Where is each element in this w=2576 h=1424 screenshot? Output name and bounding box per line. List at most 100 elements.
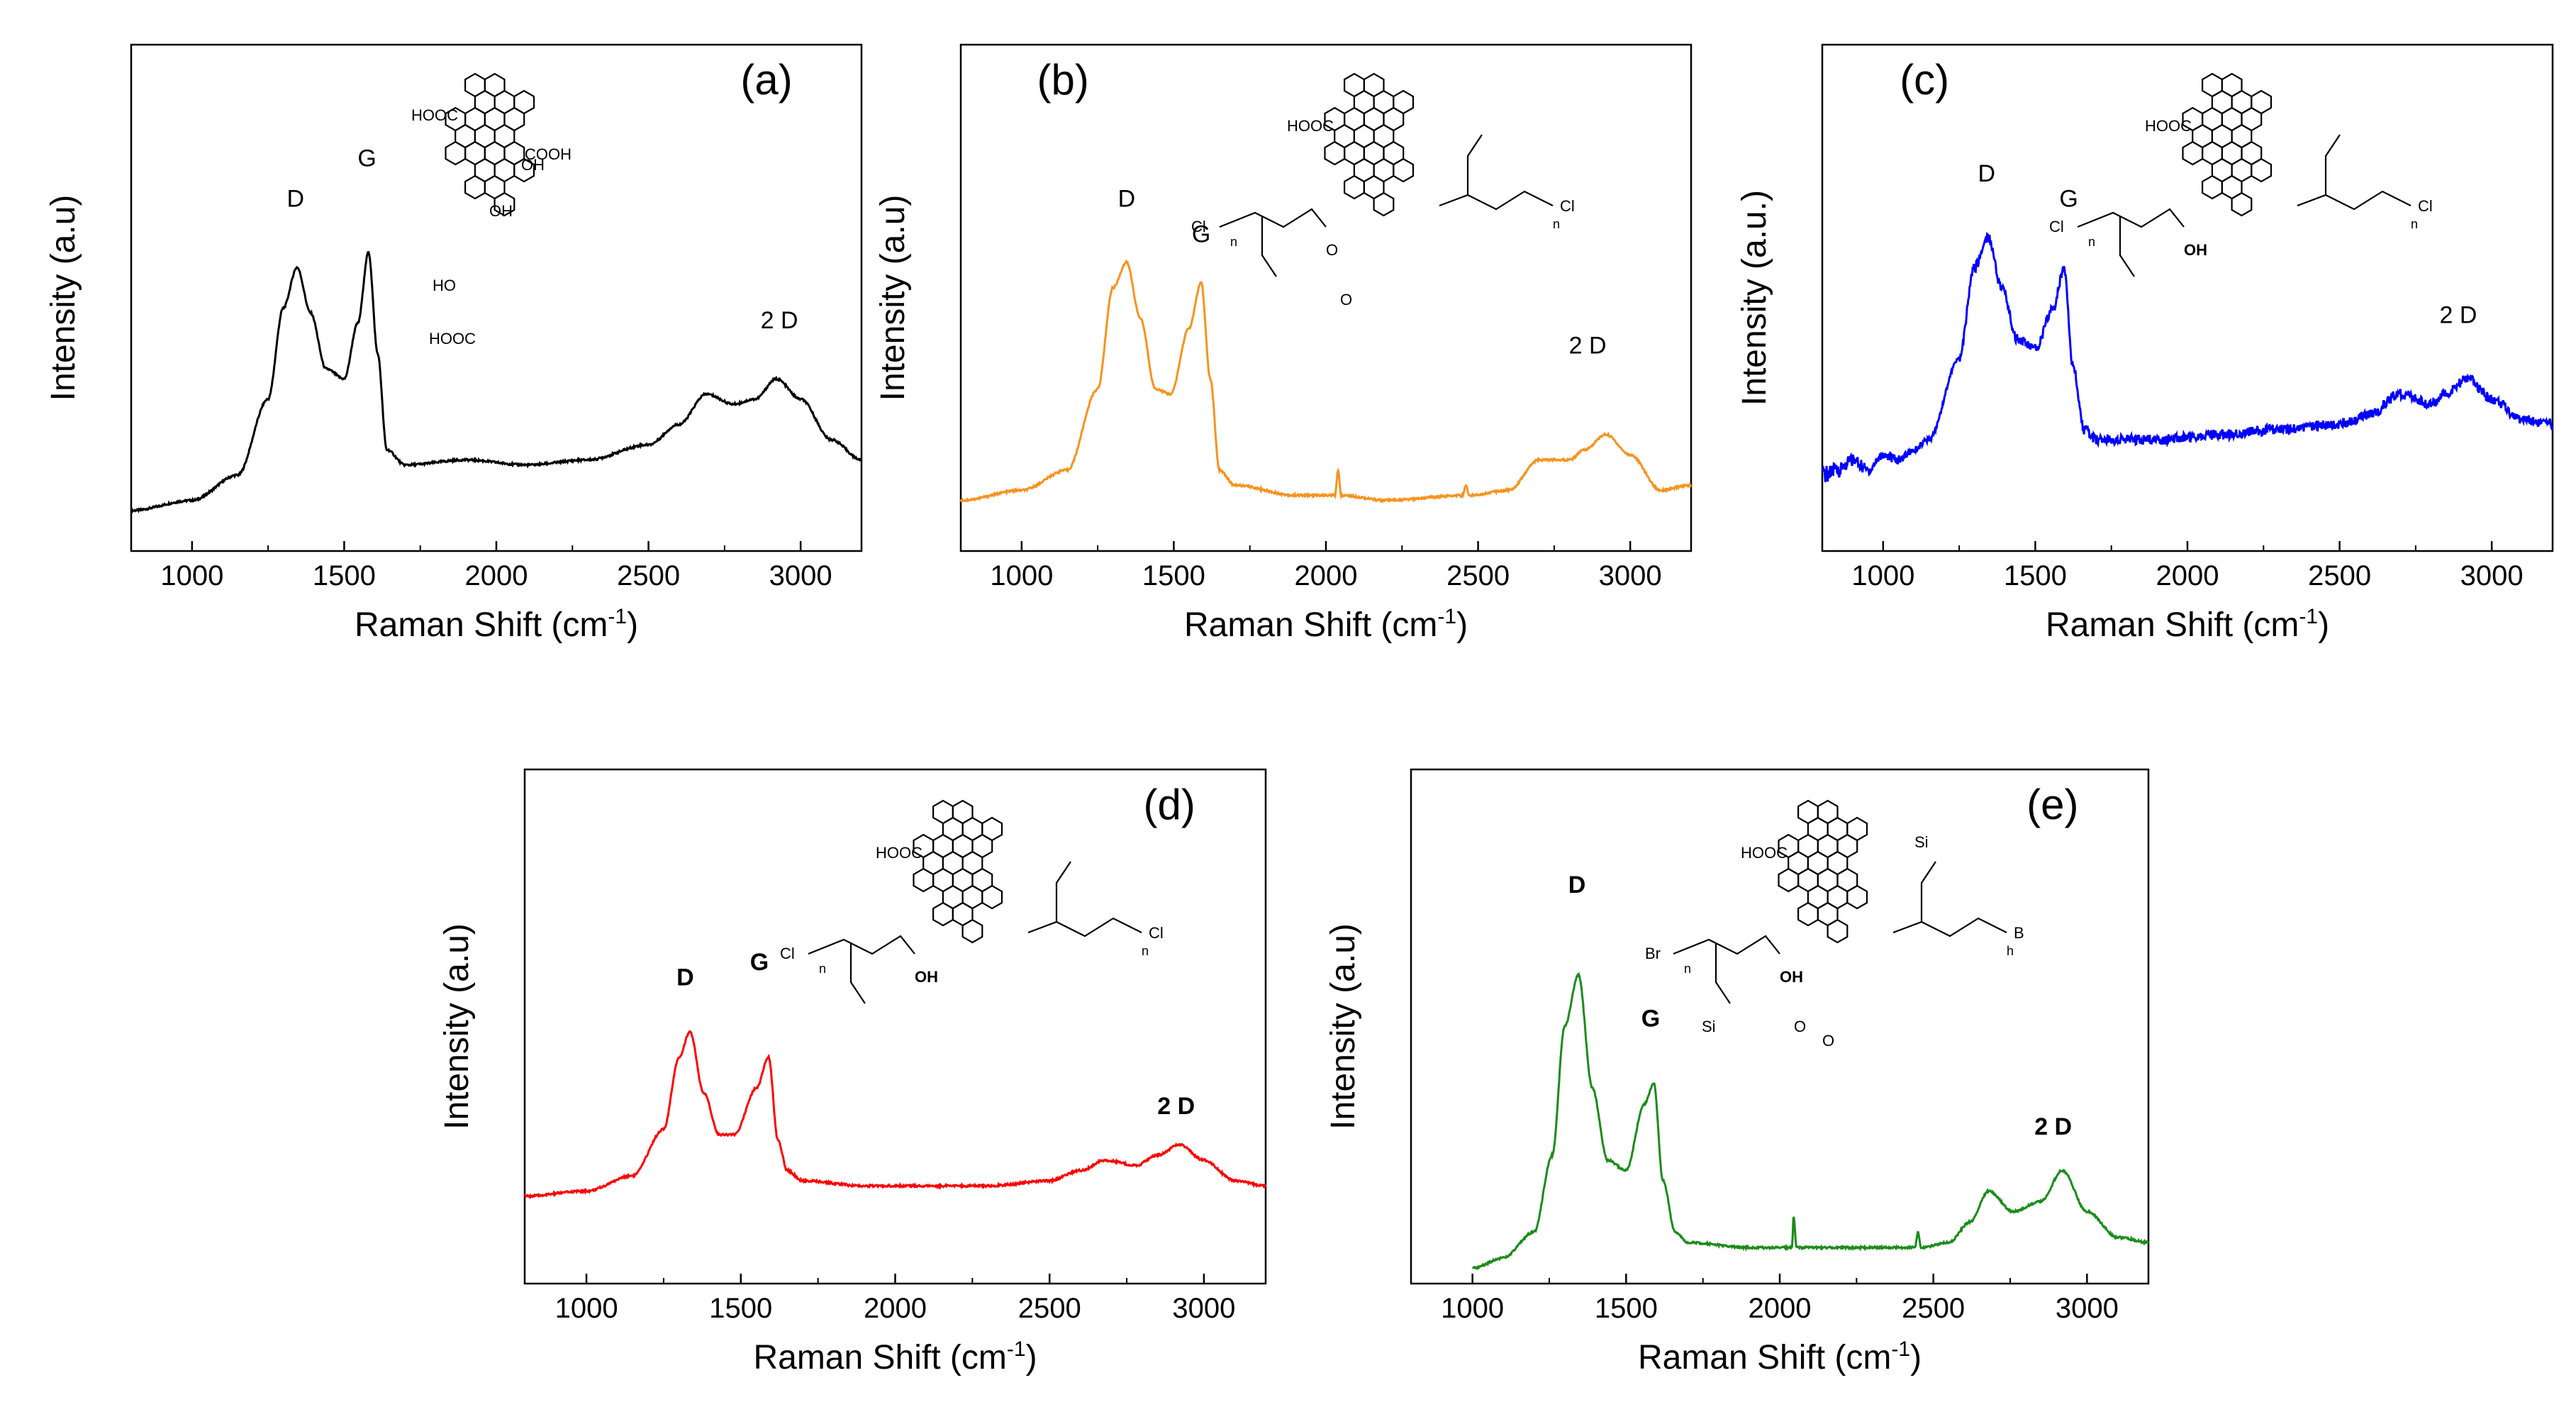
spectrum-line xyxy=(1822,231,2554,483)
polymer-ester-branch xyxy=(849,861,1071,1004)
molecule-group-label: OH xyxy=(2184,241,2207,259)
polymer-end-label: B xyxy=(2014,924,2024,942)
molecule-ring xyxy=(913,867,935,893)
molecule-ring xyxy=(981,884,1003,910)
polymer-end-label: Cl xyxy=(1191,218,1206,235)
polymer-end-label: n xyxy=(1553,217,1560,231)
molecule-ring xyxy=(513,157,535,183)
spectrum-line xyxy=(959,259,1693,504)
x-tick-label: 3000 xyxy=(769,560,832,591)
panel-tag: (b) xyxy=(1037,56,1089,104)
molecule-group-label: HOOC xyxy=(1741,844,1788,862)
x-axis-label: Raman Shift (cm-1) xyxy=(2046,605,2329,644)
x-tick-label: 1000 xyxy=(1441,1293,1504,1324)
peak-label: D xyxy=(286,185,304,212)
polymer-end-label: n xyxy=(819,962,826,976)
x-tick-label: 1500 xyxy=(2004,560,2067,591)
molecule-ring xyxy=(1846,884,1868,910)
peak-label: 2 D xyxy=(1157,1093,1195,1120)
molecule-ring xyxy=(1373,191,1395,217)
polymer-end-label: n xyxy=(2088,235,2095,249)
molecule-ring xyxy=(464,174,486,200)
x-tick-label: 3000 xyxy=(2460,560,2524,591)
x-axis-label: Raman Shift (cm-1) xyxy=(1638,1337,1922,1376)
polymer-end-label: Si xyxy=(1914,833,1929,851)
x-tick-label: 2500 xyxy=(617,560,680,591)
panel-tag: (d) xyxy=(1143,781,1195,828)
raman-panel-a: 1000 1500 2000 2500 3000 Raman Shift (cm-1) In… xyxy=(45,43,863,644)
x-tick-label: 1000 xyxy=(1851,560,1914,591)
molecule-ring xyxy=(961,918,983,944)
peak-label: 2 D xyxy=(761,307,798,334)
x-tick-label: 1000 xyxy=(555,1293,618,1324)
polymer-end-label: Cl xyxy=(780,945,795,962)
x-tick-label: 2000 xyxy=(864,1293,927,1324)
x-axis-label: Raman Shift (cm-1) xyxy=(753,1337,1037,1376)
polymer-chain-left xyxy=(1219,208,1327,228)
molecule-ring xyxy=(932,901,954,927)
raman-panel-c: 1000 1500 2000 2500 3000 Raman Shift (cm-1) In… xyxy=(1736,43,2554,644)
polymer-chain-right xyxy=(1439,190,1554,211)
x-tick-label: 2000 xyxy=(2156,560,2219,591)
panel-tag: (c) xyxy=(1900,56,1949,104)
polymer-chain-right xyxy=(1892,917,2007,938)
peak-label: G xyxy=(750,949,769,976)
polymer-end-label: Si xyxy=(1702,1018,1716,1035)
molecule-group-label: HOOC xyxy=(411,106,458,124)
polymer-chain-left xyxy=(808,935,915,955)
molecule-group-label: OH xyxy=(521,156,545,174)
molecule-group-label: O xyxy=(1794,1018,1806,1035)
molecule-group-label: OH xyxy=(489,202,513,220)
y-axis-label: Intensity (a.u) xyxy=(438,923,476,1130)
molecule-ring xyxy=(1827,918,1849,944)
peak-label: D xyxy=(1568,872,1586,899)
x-tick-label: 3000 xyxy=(2056,1293,2119,1324)
peak-label: 2 D xyxy=(2034,1113,2072,1140)
x-tick-label: 2000 xyxy=(465,560,528,591)
molecule-group-label: HOOC xyxy=(1287,117,1334,135)
molecule-group-label: O xyxy=(1340,291,1352,308)
molecule-group-label: COOH xyxy=(525,145,571,163)
x-tick-label: 2000 xyxy=(1295,560,1358,591)
polymer-chain-right xyxy=(1027,917,1142,938)
polymer-end-label: Cl xyxy=(1149,924,1164,942)
polymer-end-label: n xyxy=(1142,944,1149,958)
peak-label: D xyxy=(1978,160,1995,187)
panel-tag: (a) xyxy=(740,56,792,104)
peak-label: D xyxy=(676,964,694,991)
molecule-ring xyxy=(1778,867,1800,893)
peak-label: 2 D xyxy=(1569,333,1607,360)
polymer-end-label: Br xyxy=(1645,945,1661,962)
molecule-ring xyxy=(2231,191,2253,217)
x-tick-label: 2000 xyxy=(1749,1293,1812,1324)
polymer-ester-branch xyxy=(1261,134,1483,277)
x-tick-label: 1500 xyxy=(1595,1293,1658,1324)
peak-label: G xyxy=(357,145,376,172)
x-tick-label: 2500 xyxy=(2308,560,2371,591)
spectrum-line xyxy=(523,1030,1267,1199)
peak-label: D xyxy=(1118,185,1136,212)
x-tick-label: 1000 xyxy=(990,560,1053,591)
peak-label: 2 D xyxy=(2439,302,2477,329)
molecule-group-label: HOOC xyxy=(876,844,922,862)
peak-label: G xyxy=(1641,1006,1660,1033)
polymer-chain-left xyxy=(2077,208,2185,228)
peak-label: G xyxy=(1192,221,1210,247)
peak-label: G xyxy=(2059,185,2078,212)
x-tick-label: 1500 xyxy=(709,1293,772,1324)
x-tick-label: 1500 xyxy=(313,560,376,591)
polymer-end-label: n xyxy=(1230,235,1237,249)
x-tick-label: 2500 xyxy=(1446,560,1510,591)
molecule-group-label: HO xyxy=(433,277,456,294)
molecule-ring xyxy=(2202,174,2223,200)
molecule-group-label: O xyxy=(1326,241,1338,259)
polymer-end-label: n xyxy=(2411,217,2418,231)
y-axis-label: Intensity (a.u) xyxy=(1325,923,1362,1130)
y-axis-label: Intensity (a.u.) xyxy=(1736,190,1773,406)
molecule-group-label: HOOC xyxy=(2145,117,2192,135)
molecule-group-label: HOOC xyxy=(429,330,476,347)
molecule-group-label: OH xyxy=(1780,968,1803,986)
